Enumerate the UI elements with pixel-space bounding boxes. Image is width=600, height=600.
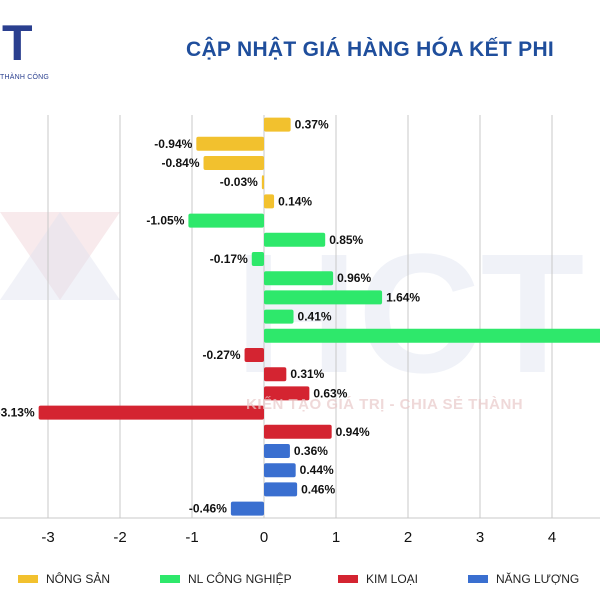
data-label: -0.46% — [189, 502, 227, 516]
watermark-slogan: KIẾN TẠO GIÁ TRỊ - CHIA SẺ THÀNH — [246, 396, 524, 413]
bars-group — [38, 117, 600, 516]
legend-label-nang-luong: NĂNG LƯỢNG — [496, 572, 580, 586]
data-label: -0.17% — [210, 252, 248, 266]
legend-item-nong-san: NÔNG SẢN — [18, 572, 110, 586]
data-label: 0.63% — [313, 386, 347, 400]
data-label: -3.13% — [0, 406, 35, 420]
x-tick-label: 2 — [404, 529, 412, 546]
data-label: 0.96% — [337, 271, 371, 285]
x-tick-label: 4 — [548, 529, 556, 546]
bar-nl-cong-nghiep — [188, 213, 264, 228]
bar-nang-luong — [230, 501, 264, 516]
data-label: 0.37% — [295, 118, 329, 132]
data-label: 0.44% — [300, 463, 334, 477]
legend-swatch-nong-san — [18, 575, 38, 583]
data-label: 0.14% — [278, 194, 312, 208]
bar-nang-luong — [264, 482, 298, 497]
data-label: 0.41% — [298, 310, 332, 324]
bar-nl-cong-nghiep — [251, 252, 264, 266]
bar-nl-cong-nghiep — [264, 232, 326, 247]
legend-label-kim-loai: KIM LOẠI — [366, 572, 419, 586]
data-label: 0.36% — [294, 444, 328, 458]
bar-nl-cong-nghiep — [264, 290, 383, 305]
chart-title: CẬP NHẬT GIÁ HÀNG HÓA KẾT PHI — [186, 38, 555, 61]
watermark-logo: HCT — [0, 212, 584, 409]
legend-label-nl-cong-nghiep: NL CÔNG NGHIỆP — [188, 572, 292, 586]
watermark-shape — [0, 212, 120, 300]
data-label: -0.94% — [154, 137, 192, 151]
data-label: 0.85% — [329, 233, 363, 247]
bar-nong-san — [203, 156, 264, 170]
x-tick-label: 0 — [260, 529, 268, 546]
x-tick-label: -3 — [41, 529, 54, 546]
bar-kim-loai — [38, 405, 264, 420]
bar-nong-san — [261, 175, 264, 190]
bar-nang-luong — [264, 463, 296, 478]
bar-chart: HCT 0.37%-0.94%-0.84%-0.03%0.14%-1.05%0.… — [0, 115, 600, 546]
bar-nl-cong-nghiep — [264, 271, 334, 286]
legend: NÔNG SẢN NL CÔNG NGHIỆP KIM LOẠI NĂNG LƯ… — [0, 572, 600, 592]
legend-label-nong-san: NÔNG SẢN — [46, 572, 111, 586]
bar-nl-cong-nghiep — [264, 309, 294, 324]
bar-nang-luong — [264, 444, 290, 458]
data-label: -1.05% — [146, 214, 184, 228]
data-label: 0.94% — [336, 425, 370, 439]
legend-swatch-kim-loai — [338, 575, 358, 583]
legend-item-nl-cong-nghiep: NL CÔNG NGHIỆP — [160, 572, 292, 586]
bar-nong-san — [264, 117, 291, 132]
data-label: 0.46% — [301, 482, 335, 496]
data-label: 1.64% — [386, 290, 420, 304]
watermark-shape — [0, 212, 120, 300]
data-label: -0.03% — [220, 175, 258, 189]
data-label: 0.31% — [290, 367, 324, 381]
x-tick-label: 3 — [476, 529, 484, 546]
x-tick-label: 1 — [332, 529, 340, 546]
logo-mark: T — [2, 15, 33, 71]
data-labels: 0.37% -0.94% -0.84% -0.03% 0.14% -1.05% 0.85% -… — [0, 118, 420, 516]
legend-swatch-nl-cong-nghiep — [160, 575, 180, 583]
x-tick-label: -2 — [113, 529, 126, 546]
bar-kim-loai — [264, 424, 332, 439]
bar-kim-loai — [244, 348, 264, 362]
x-tick-label: -1 — [185, 529, 198, 546]
bar-nl-cong-nghiep — [264, 328, 600, 343]
bar-kim-loai — [264, 367, 287, 382]
data-label: -0.84% — [161, 156, 199, 170]
legend-item-kim-loai: KIM LOẠI — [338, 572, 418, 586]
bar-nong-san — [264, 194, 275, 209]
legend-swatch-nang-luong — [468, 575, 488, 583]
data-label: -0.27% — [203, 348, 241, 362]
legend-item-nang-luong: NĂNG LƯỢNG — [468, 572, 579, 586]
logo-tagline: THÀNH CÔNG — [0, 74, 50, 81]
bar-nong-san — [196, 136, 264, 151]
x-axis-ticks: -3 -2 -1 0 1 2 3 4 — [41, 529, 556, 546]
bar-kim-loai — [264, 386, 310, 401]
